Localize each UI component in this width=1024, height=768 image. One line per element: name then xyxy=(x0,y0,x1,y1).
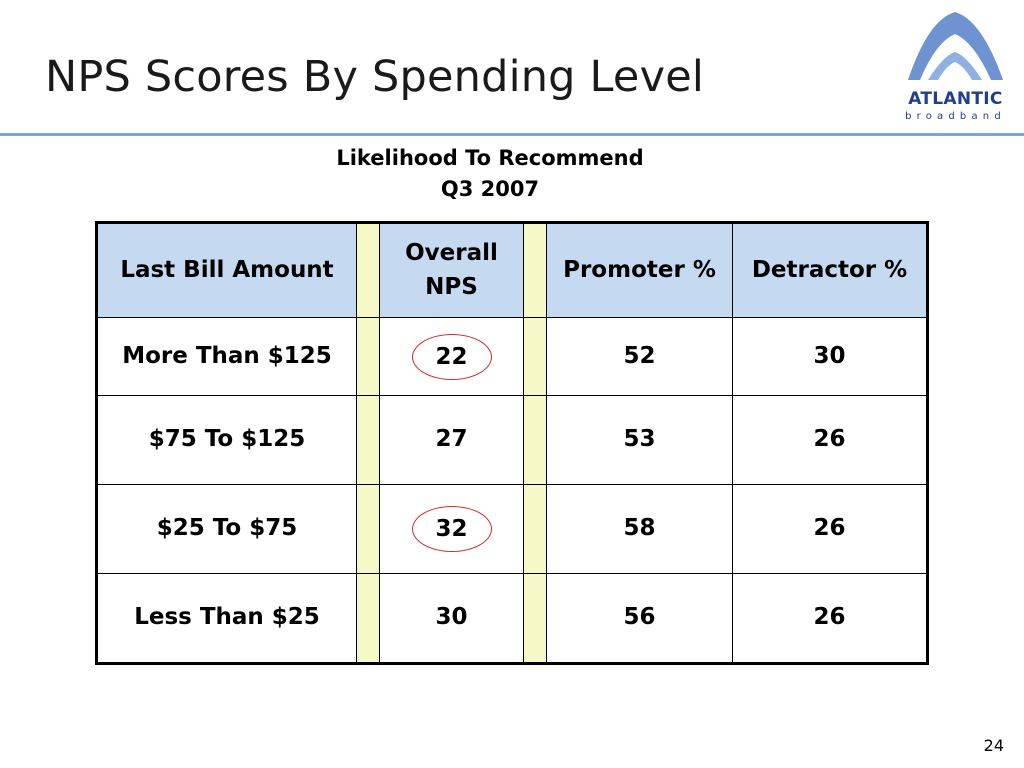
table-subtitle-line2: Q3 2007 xyxy=(440,177,540,201)
table-row: Less Than $25 30 56 26 xyxy=(96,573,928,664)
atlantic-logo-arch xyxy=(908,12,1003,80)
header-last-bill-amount: Last Bill Amount xyxy=(96,222,357,318)
table-row: $25 To $75 32 58 26 xyxy=(96,484,928,574)
page-number: 24 xyxy=(983,736,1004,755)
spacer-cell xyxy=(356,573,380,664)
cell-promoter: 53 xyxy=(546,395,733,485)
cell-promoter: 58 xyxy=(546,484,733,574)
table-subtitle-line1: Likelihood To Recommend xyxy=(336,146,644,170)
cell-nps: 27 xyxy=(379,395,524,485)
table-row: More Than $125 22 52 30 xyxy=(96,317,928,396)
cell-detractor: 30 xyxy=(732,317,928,396)
highlight-circle: 22 xyxy=(411,333,492,380)
spacer-column xyxy=(523,222,547,318)
cell-detractor: 26 xyxy=(732,395,928,485)
cell-amount: $75 To $125 xyxy=(96,395,357,485)
cell-amount: Less Than $25 xyxy=(96,573,357,664)
highlight-circle: 32 xyxy=(411,506,492,552)
spacer-cell xyxy=(356,395,380,485)
spacer-column xyxy=(356,222,380,318)
nps-table: Last Bill Amount Overall NPS Promoter % … xyxy=(95,221,929,665)
header-detractor-pct: Detractor % xyxy=(732,222,928,318)
cell-promoter: 56 xyxy=(546,573,733,664)
header-overall-nps: Overall NPS xyxy=(379,222,524,318)
cell-amount: More Than $125 xyxy=(96,317,357,396)
cell-nps: 30 xyxy=(379,573,524,664)
spacer-cell xyxy=(356,484,380,574)
logo-subtext: broadband xyxy=(905,111,1006,122)
spacer-cell xyxy=(523,317,547,396)
cell-promoter: 52 xyxy=(546,317,733,396)
table-row: $75 To $125 27 53 26 xyxy=(96,395,928,485)
table-header-row: Last Bill Amount Overall NPS Promoter % … xyxy=(96,222,928,318)
logo-wordmark: ATLANTIC xyxy=(908,89,1003,109)
spacer-cell xyxy=(356,317,380,396)
spacer-cell xyxy=(523,395,547,485)
cell-amount: $25 To $75 xyxy=(96,484,357,574)
slide-title: NPS Scores By Spending Level xyxy=(45,52,705,102)
cell-nps: 22 xyxy=(379,317,524,396)
spacer-cell xyxy=(523,484,547,574)
cell-detractor: 26 xyxy=(732,484,928,574)
spacer-cell xyxy=(523,573,547,664)
title-divider xyxy=(0,133,1024,136)
cell-detractor: 26 xyxy=(732,573,928,664)
header-promoter-pct: Promoter % xyxy=(546,222,733,318)
cell-nps: 32 xyxy=(379,484,524,574)
